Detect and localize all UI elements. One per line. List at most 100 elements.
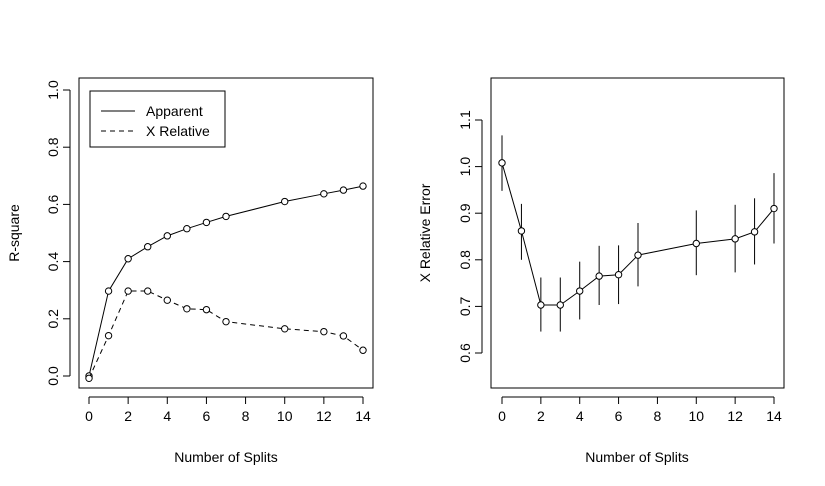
point-gap	[340, 186, 347, 194]
x-tick-label: 12	[316, 408, 332, 424]
data-point	[614, 271, 623, 279]
data-point	[202, 305, 211, 314]
point-gap	[124, 255, 132, 262]
data-point	[281, 197, 289, 206]
y-tick-label: 1.0	[457, 157, 473, 177]
point-gap	[615, 271, 622, 278]
y-tick-label: 0.6	[45, 194, 61, 214]
point-gap	[751, 228, 758, 236]
data-point	[144, 243, 152, 251]
point-gap	[105, 332, 112, 339]
data-point	[576, 287, 584, 295]
x-tick-label: 14	[766, 408, 782, 424]
data-point	[124, 255, 132, 263]
data-point	[124, 287, 132, 295]
point-gap	[576, 287, 583, 295]
x-tick-label: 8	[654, 408, 662, 424]
point-gap	[222, 318, 230, 325]
y-axis-title: X Relative Error	[417, 183, 433, 282]
data-point	[595, 272, 603, 280]
point-gap	[595, 272, 603, 280]
y-axis-title: R-square	[6, 204, 22, 262]
legend-label: X Relative	[146, 123, 210, 139]
data-point	[339, 332, 348, 340]
data-point	[202, 218, 211, 227]
data-point	[537, 301, 545, 309]
data-point	[556, 301, 564, 309]
x-tick-label: 4	[576, 408, 584, 424]
y-tick-label: 0.9	[457, 203, 473, 223]
point-gap	[144, 243, 151, 250]
point-gap	[144, 287, 151, 295]
data-point	[692, 239, 700, 248]
point-gap	[634, 251, 642, 259]
data-point	[498, 159, 506, 167]
data-point	[359, 346, 367, 354]
point-gap	[731, 235, 739, 243]
point-gap	[124, 287, 132, 295]
point-gap	[164, 232, 171, 240]
y-tick-label: 0.8	[45, 137, 61, 157]
point-gap	[203, 306, 210, 313]
data-point	[517, 227, 526, 235]
data-point	[750, 228, 759, 236]
x-tick-label: 4	[163, 408, 171, 424]
data-point	[320, 190, 328, 198]
x-tick-label: 8	[242, 408, 250, 424]
point-gap	[281, 198, 288, 205]
x-tick-label: 0	[498, 408, 506, 424]
y-tick-label: 0.0	[45, 366, 61, 386]
x-tick-label: 10	[277, 408, 293, 424]
y-tick-label: 0.4	[45, 252, 61, 272]
y-tick-label: 1.0	[45, 80, 61, 100]
x-tick-label: 12	[727, 408, 743, 424]
data-point	[320, 327, 328, 336]
xrelative-error-panel: 0 2 4 6 8 10 12 14 0.6 0.7 0.8 0.9 1.0 1.1 Number of S…	[417, 77, 785, 465]
data-point	[104, 287, 113, 295]
plot-frame	[78, 77, 374, 389]
y-tick-label: 1.1	[457, 110, 473, 130]
x-tick-label: 6	[203, 408, 211, 424]
point-gap	[518, 227, 525, 235]
data-point	[770, 204, 778, 213]
point-gap	[183, 225, 191, 232]
point-gap	[105, 287, 112, 295]
point-gap	[85, 375, 93, 382]
y-tick-label: 0.6	[457, 343, 473, 363]
point-gap	[498, 159, 506, 167]
x-tick-label: 14	[355, 408, 371, 424]
data-point	[359, 182, 367, 190]
y-tick-label: 0.7	[457, 296, 473, 316]
plot-frame	[490, 77, 785, 389]
data-point	[104, 331, 113, 340]
y-tick-label: 0.8	[457, 250, 473, 270]
x-tick-label: 6	[615, 408, 623, 424]
point-gap	[320, 190, 328, 198]
point-gap	[222, 213, 230, 220]
data-point	[163, 232, 171, 240]
point-gap	[203, 219, 210, 226]
data-point	[183, 225, 191, 233]
x-tick-label: 10	[688, 408, 704, 424]
point-gap	[320, 328, 328, 335]
legend: Apparent X Relative	[89, 90, 226, 148]
point-gap	[557, 301, 564, 309]
point-gap	[281, 325, 288, 333]
y-tick-label: 0.2	[45, 309, 61, 329]
legend-box	[89, 90, 226, 148]
point-gap	[340, 332, 347, 340]
point-gap	[693, 240, 700, 247]
data-point	[634, 251, 642, 259]
point-gap	[537, 301, 545, 309]
legend-label: Apparent	[146, 103, 203, 119]
data-point	[222, 317, 230, 326]
data-point	[731, 235, 739, 243]
data-point	[144, 287, 152, 295]
data-point	[222, 212, 230, 221]
point-gap	[359, 182, 367, 190]
data-point	[183, 305, 191, 313]
point-gap	[164, 297, 171, 304]
x-tick-label: 2	[537, 408, 545, 424]
data-point	[281, 325, 289, 333]
point-gap	[359, 347, 367, 354]
